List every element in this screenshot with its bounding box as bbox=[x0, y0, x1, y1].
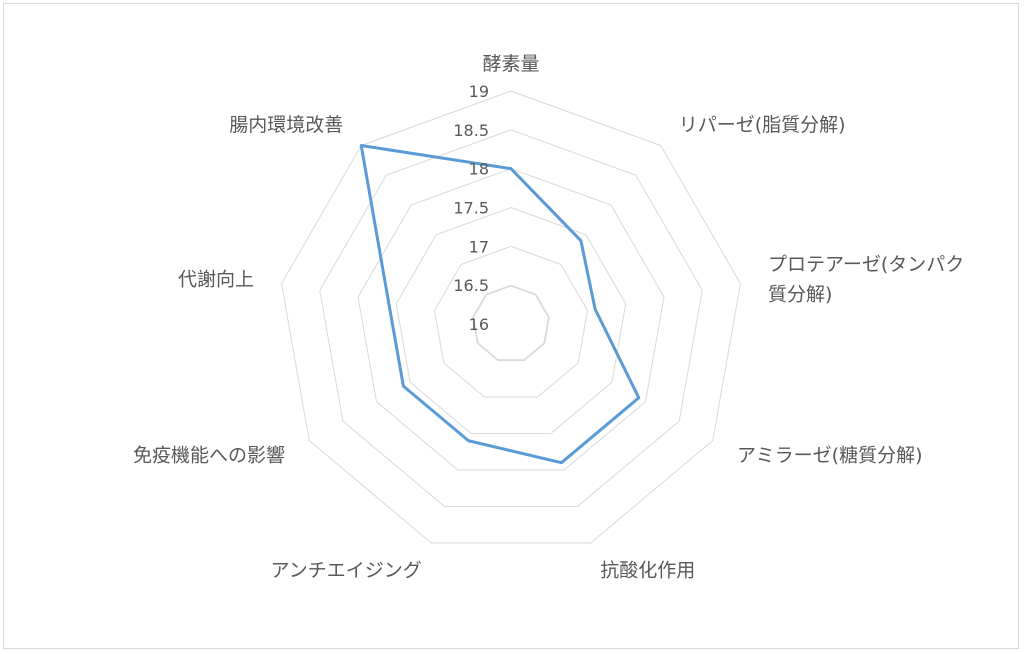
category-label: 免疫機能への影響 bbox=[133, 445, 285, 467]
category-label: リパーゼ(脂質分解) bbox=[679, 114, 846, 136]
category-label-line: 質分解) bbox=[768, 284, 832, 306]
series-line bbox=[359, 144, 641, 465]
tick-label: 16 bbox=[469, 315, 489, 334]
grid-ring bbox=[357, 168, 665, 471]
category-label: 酵素量 bbox=[482, 53, 539, 75]
category-label: 抗酸化作用 bbox=[600, 559, 695, 581]
category-label-line: 腸内環境改善 bbox=[229, 114, 343, 136]
tick-label: 17.5 bbox=[453, 199, 489, 218]
grid-ring bbox=[281, 90, 741, 544]
category-label: プロテアーゼ(タンパク質分解) bbox=[768, 254, 964, 306]
chart-area bbox=[3, 3, 1019, 649]
radar-grid bbox=[281, 90, 741, 544]
category-label: アミラーゼ(糖質分解) bbox=[737, 445, 922, 467]
category-label: アンチエイジング bbox=[270, 559, 421, 581]
grid-ring bbox=[319, 129, 703, 507]
tick-label: 19 bbox=[469, 82, 489, 101]
category-label-line: アンチエイジング bbox=[270, 559, 421, 581]
category-label: 代謝向上 bbox=[178, 269, 254, 291]
grid-ring bbox=[473, 285, 549, 361]
category-label-line: 抗酸化作用 bbox=[600, 559, 695, 581]
tick-label: 16.5 bbox=[453, 276, 489, 295]
category-label-line: 免疫機能への影響 bbox=[133, 445, 285, 467]
category-label-line: プロテアーゼ(タンパク bbox=[768, 254, 964, 276]
category-label-line: アミラーゼ(糖質分解) bbox=[737, 445, 922, 467]
category-label: 腸内環境改善 bbox=[229, 114, 343, 136]
tick-label: 18 bbox=[469, 160, 489, 179]
grid-ring bbox=[472, 284, 550, 361]
category-label-line: 酵素量 bbox=[482, 53, 539, 75]
tick-label: 18.5 bbox=[453, 121, 489, 140]
radar-series bbox=[359, 144, 641, 465]
radial-tick-labels: 16 16.5 17 17.5 18 18.5 19 bbox=[453, 82, 489, 334]
grid-ring bbox=[395, 206, 627, 434]
tick-label: 17 bbox=[469, 237, 489, 256]
category-label-line: リパーゼ(脂質分解) bbox=[679, 114, 846, 136]
category-label-line: 代謝向上 bbox=[178, 269, 254, 291]
grid-ring bbox=[433, 245, 589, 398]
